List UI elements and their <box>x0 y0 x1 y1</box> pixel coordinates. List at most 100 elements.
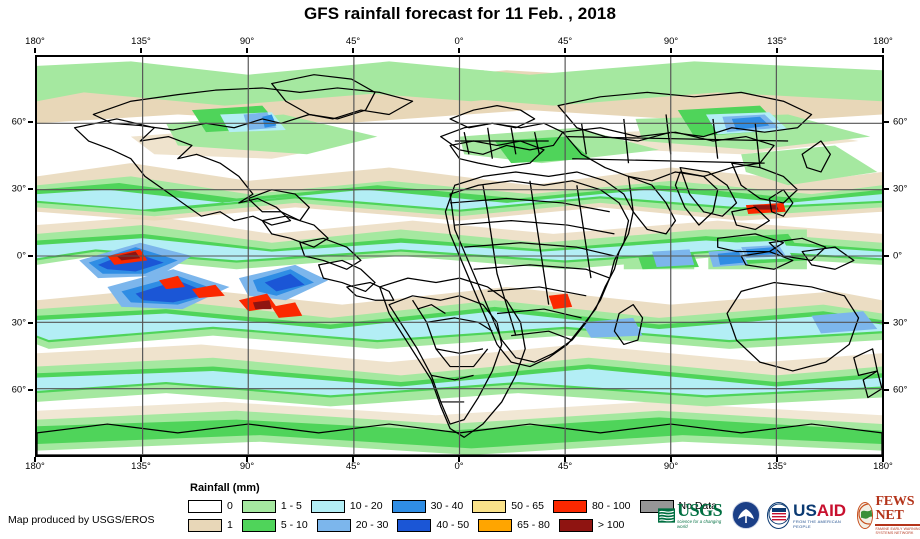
lon-label-top-3: 45° <box>345 36 361 47</box>
legend: Rainfall (mm) 0 1 - 5 10 - 20 30 - 40 50… <box>188 482 726 536</box>
lat-label-left-0: 60° <box>11 116 26 128</box>
lon-label-bottom-5: 45° <box>557 461 573 472</box>
tick-bottom-2 <box>246 457 248 462</box>
legend-swatch-5 <box>552 499 587 513</box>
legend-item-7: 1 <box>188 518 233 532</box>
lon-label-bottom-0: 180° <box>25 461 45 472</box>
lat-label-left-4: 60° <box>11 384 26 396</box>
fewsnet-logo[interactable]: FEWS NET FAMINE EARLY WARNING SYSTEMS NE… <box>856 494 920 535</box>
legend-row-top: 0 1 - 5 10 - 20 30 - 40 50 - 65 80 - 100… <box>188 498 726 514</box>
usaid-tagline: FROM THE AMERICAN PEOPLE <box>793 518 842 529</box>
tick-top-8 <box>882 48 884 53</box>
legend-swatch-1 <box>241 499 276 513</box>
lat-label-right-2: 0° <box>893 250 903 262</box>
usaid-wordmark: USAID <box>793 500 847 520</box>
lon-label-top-7: 135° <box>767 36 787 47</box>
legend-item-0: 0 <box>188 499 233 513</box>
tick-top-4 <box>458 48 460 53</box>
legend-label-7: 1 <box>227 519 233 531</box>
tick-bottom-8 <box>882 457 884 462</box>
legend-swatch-3 <box>391 499 426 513</box>
lon-label-top-0: 180° <box>25 36 45 47</box>
legend-swatch-10 <box>397 518 432 532</box>
legend-swatch-8 <box>241 518 276 532</box>
legend-label-2: 10 - 20 <box>349 500 383 512</box>
tick-bottom-5 <box>564 457 566 462</box>
legend-item-8: 5 - 10 <box>241 518 308 532</box>
fewsnet-tagline: FAMINE EARLY WARNING SYSTEMS NETWORK <box>875 526 920 535</box>
tick-top-1 <box>140 48 142 53</box>
lon-label-bottom-6: 90° <box>663 461 679 472</box>
legend-swatch-2 <box>310 499 345 513</box>
lat-label-right-0: 60° <box>893 116 908 128</box>
tick-bottom-0 <box>34 457 36 462</box>
logo-strip: USGS science for a changing world USAI <box>658 494 920 535</box>
lon-label-bottom-8: 180° <box>873 461 893 472</box>
graticule <box>37 57 882 455</box>
usaid-seal-icon <box>767 501 791 529</box>
legend-label-11: 65 - 80 <box>517 519 550 531</box>
map-container[interactable] <box>28 48 889 462</box>
legend-swatch-9 <box>316 518 351 532</box>
coastline-and-borders <box>37 74 882 455</box>
tick-top-7 <box>776 48 778 53</box>
legend-item-2: 10 - 20 <box>310 499 383 513</box>
legend-swatch-12 <box>558 518 593 532</box>
usgs-logo[interactable]: USGS science for a changing world <box>658 501 725 529</box>
lon-label-top-2: 90° <box>239 36 255 47</box>
legend-label-8: 5 - 10 <box>280 519 308 531</box>
lon-label-bottom-2: 90° <box>239 461 255 472</box>
usaid-logo[interactable]: USAID FROM THE AMERICAN PEOPLE <box>767 500 850 529</box>
legend-label-9: 20 - 30 <box>355 519 389 531</box>
usgs-tagline: science for a changing world <box>677 519 722 529</box>
lat-label-right-4: 60° <box>893 384 908 396</box>
fewsnet-wordmark: FEWS NET <box>875 494 915 524</box>
legend-item-10: 40 - 50 <box>397 518 469 532</box>
tick-left-3 <box>28 322 33 324</box>
legend-label-6: No Data <box>678 500 718 512</box>
legend-label-0: 0 <box>227 500 233 512</box>
usaid-shield-icon <box>768 503 790 524</box>
lat-label-left-1: 30° <box>11 183 26 195</box>
lat-label-left-3: 30° <box>11 317 26 329</box>
tick-top-0 <box>34 48 36 53</box>
legend-label-5: 80 - 100 <box>591 500 631 512</box>
fewsnet-globe-icon <box>856 501 874 529</box>
legend-swatch-11 <box>478 518 513 532</box>
legend-item-12: > 100 <box>558 518 624 532</box>
tick-bottom-4 <box>458 457 460 462</box>
noaa-badge-icon <box>732 501 761 529</box>
lon-label-bottom-4: 0° <box>454 461 464 472</box>
map-frame <box>35 55 884 457</box>
rainfall-raster-map <box>37 57 882 455</box>
legend-title: Rainfall (mm) <box>190 482 260 494</box>
tick-left-2 <box>28 255 33 257</box>
tick-bottom-6 <box>670 457 672 462</box>
lon-label-bottom-3: 45° <box>345 461 361 472</box>
lon-label-bottom-1: 135° <box>131 461 151 472</box>
legend-row-bottom: 1 5 - 10 20 - 30 40 - 50 65 - 80 > 100 <box>188 517 726 533</box>
legend-item-9: 20 - 30 <box>316 518 389 532</box>
lat-label-right-3: 30° <box>893 317 908 329</box>
tick-right-0 <box>884 121 889 123</box>
noaa-logo[interactable] <box>732 501 761 529</box>
legend-item-6: No Data <box>639 499 718 513</box>
lon-label-bottom-7: 135° <box>767 461 787 472</box>
tick-left-0 <box>28 121 33 123</box>
tick-bottom-7 <box>776 457 778 462</box>
tick-top-5 <box>564 48 566 53</box>
lat-label-right-1: 30° <box>893 183 908 195</box>
legend-item-4: 50 - 65 <box>472 499 544 513</box>
lon-label-top-8: 180° <box>873 36 893 47</box>
tick-top-3 <box>352 48 354 53</box>
legend-swatch-0 <box>188 499 222 513</box>
fewsnet-divider <box>875 524 920 526</box>
map-credit: Map produced by USGS/EROS <box>8 514 155 526</box>
lon-label-top-1: 135° <box>131 36 151 47</box>
legend-swatch-4 <box>472 499 507 513</box>
usgs-wave-icon <box>658 507 676 523</box>
page-title: GFS rainfall forecast for 11 Feb. , 2018 <box>303 4 616 23</box>
legend-item-3: 30 - 40 <box>391 499 463 513</box>
tick-left-1 <box>28 188 33 190</box>
tick-left-4 <box>28 389 33 391</box>
